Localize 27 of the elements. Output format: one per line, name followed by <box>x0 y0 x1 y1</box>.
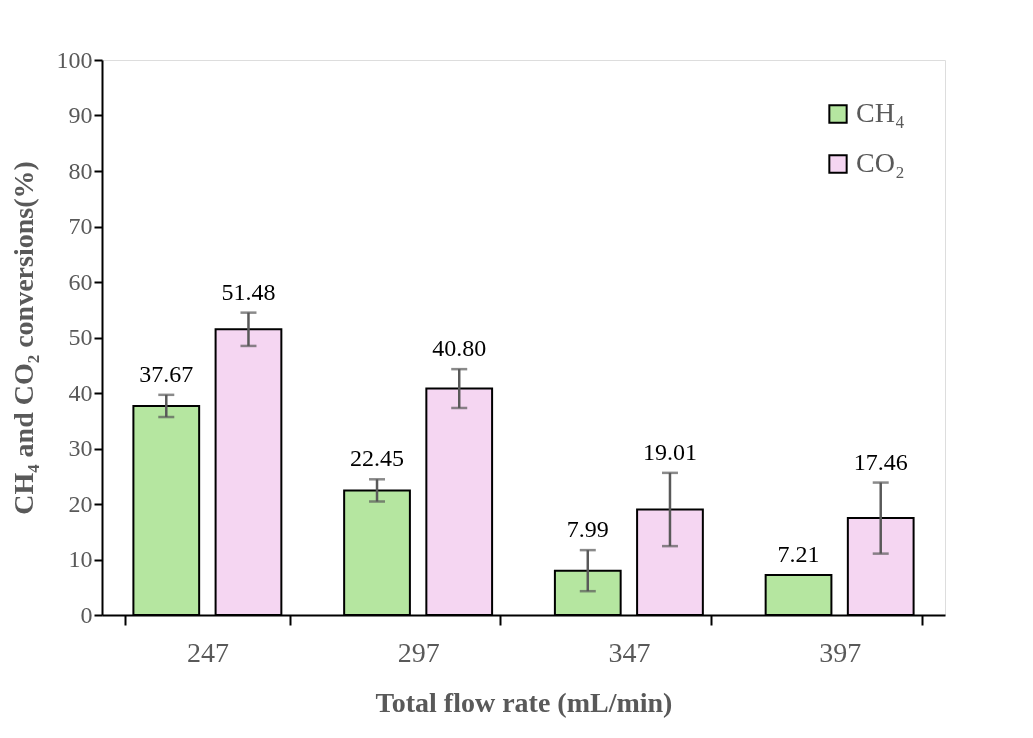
y-tick-label: 80 <box>68 157 93 184</box>
legend-label: CH₄ <box>856 97 905 128</box>
y-tick-label: 90 <box>68 102 93 128</box>
y-tick-label: 70 <box>68 213 93 239</box>
y-tick-label: 50 <box>68 324 93 350</box>
x-tick-label: 397 <box>819 636 862 668</box>
data-label: 40.80 <box>432 335 487 362</box>
data-label: 19.01 <box>642 438 697 465</box>
data-label: 17.46 <box>853 448 908 475</box>
y-tick-label: 60 <box>68 268 93 295</box>
y-tick-label: 0 <box>80 601 93 628</box>
legend-label: CO₂ <box>856 147 905 178</box>
y-tick-label: 100 <box>56 46 93 73</box>
x-tick-label: 247 <box>186 636 229 668</box>
data-label: 7.99 <box>566 516 609 543</box>
y-axis-title: CH₄ and CO₂ conversions(%) <box>7 161 39 515</box>
y-tick-label: 30 <box>68 435 93 461</box>
y-tick-label: 10 <box>68 546 93 572</box>
data-label: 51.48 <box>221 278 276 305</box>
data-label: 22.45 <box>350 445 405 472</box>
x-tick-label: 297 <box>397 636 440 668</box>
data-label: 37.67 <box>139 360 194 387</box>
y-tick-label: 40 <box>68 379 93 406</box>
x-tick-label: 347 <box>608 636 651 668</box>
data-label: 7.21 <box>777 540 820 567</box>
y-tick-label: 20 <box>68 490 93 517</box>
x-axis-title: Total flow rate (mL/min) <box>375 686 673 718</box>
